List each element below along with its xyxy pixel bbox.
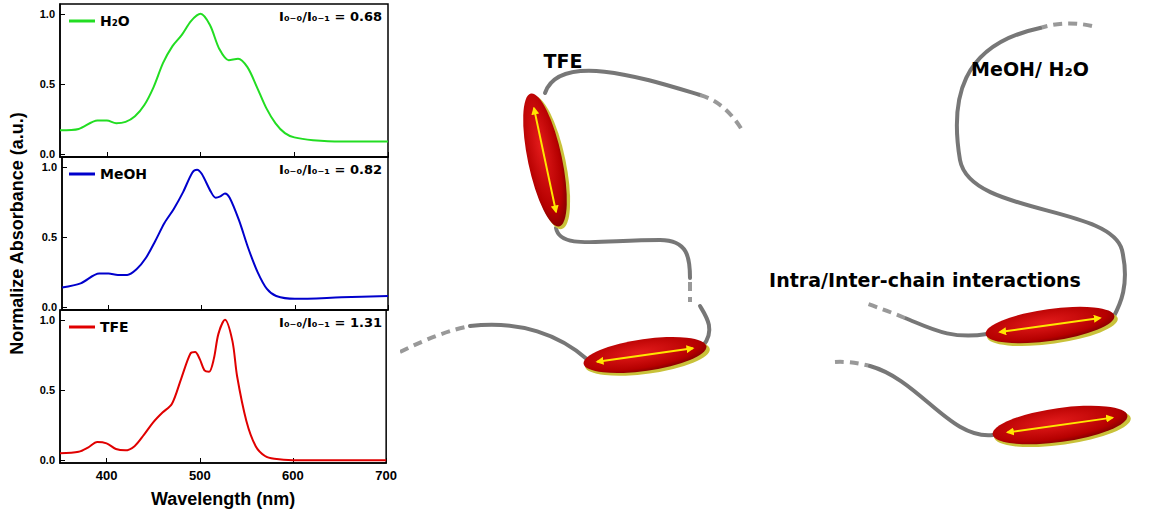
svg-text:1.0: 1.0 (40, 314, 55, 326)
svg-text:0.0: 0.0 (40, 148, 55, 160)
svg-text:700: 700 (375, 468, 397, 483)
svg-text:500: 500 (189, 468, 211, 483)
svg-text:H₂O: H₂O (100, 13, 130, 29)
svg-text:0.5: 0.5 (42, 231, 57, 243)
svg-text:I₀₋₀/I₀₋₁ = 1.31: I₀₋₀/I₀₋₁ = 1.31 (279, 315, 382, 330)
svg-text:TFE: TFE (544, 50, 583, 72)
svg-text:600: 600 (282, 468, 304, 483)
svg-text:400: 400 (96, 468, 118, 483)
svg-text:MeOH/ H₂O: MeOH/ H₂O (971, 58, 1089, 80)
svg-text:TFE: TFE (100, 319, 129, 335)
svg-text:1.0: 1.0 (42, 161, 57, 173)
svg-text:Intra/Inter-chain interactions: Intra/Inter-chain interactions (769, 269, 1081, 291)
svg-text:MeOH: MeOH (100, 166, 147, 182)
svg-text:Wavelength (nm): Wavelength (nm) (151, 489, 295, 509)
svg-text:0.0: 0.0 (40, 454, 55, 466)
svg-text:Normalize Absorbance (a.u.): Normalize Absorbance (a.u.) (7, 112, 27, 354)
svg-text:I₀₋₀/I₀₋₁ = 0.68: I₀₋₀/I₀₋₁ = 0.68 (279, 9, 382, 24)
svg-text:0.5: 0.5 (40, 78, 55, 90)
svg-text:1.0: 1.0 (40, 8, 55, 20)
svg-text:0.5: 0.5 (40, 384, 55, 396)
svg-text:I₀₋₀/I₀₋₁ = 0.82: I₀₋₀/I₀₋₁ = 0.82 (279, 162, 382, 177)
svg-text:0.0: 0.0 (42, 301, 57, 313)
